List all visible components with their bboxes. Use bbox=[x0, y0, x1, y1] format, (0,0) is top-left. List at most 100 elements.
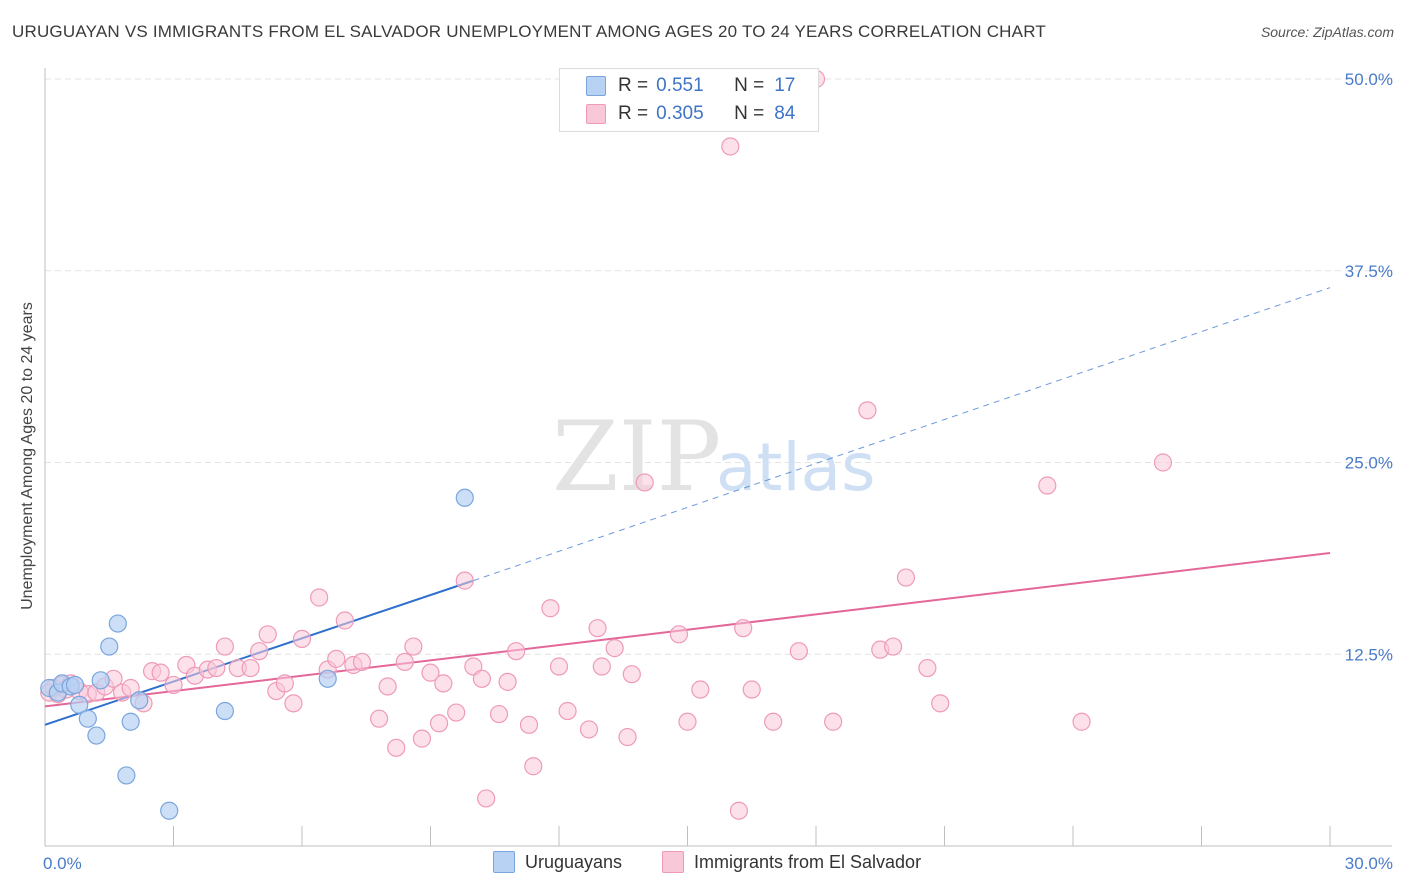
salvador-point bbox=[592, 657, 611, 676]
stats-legend: R = 0.551 N = 17 R = 0.305 N = 84 bbox=[559, 68, 819, 132]
salvador-point bbox=[1072, 712, 1091, 731]
uruguayans-n-value: 17 bbox=[774, 75, 796, 96]
salvador-point bbox=[335, 611, 354, 630]
salvador-point bbox=[395, 652, 414, 672]
uruguayans-point bbox=[160, 801, 179, 820]
gridlines bbox=[45, 78, 1392, 655]
x-tick-labels: 0.0% 30.0% bbox=[43, 854, 1393, 873]
y-tick-label: 50.0% bbox=[1345, 70, 1393, 89]
salvador-r-value: 0.305 bbox=[656, 103, 704, 124]
salvador-point bbox=[1153, 453, 1173, 472]
salvador-point bbox=[605, 639, 624, 658]
salvador-point bbox=[549, 657, 569, 676]
salvador-swatch bbox=[586, 104, 606, 124]
r-label: R = bbox=[618, 75, 649, 96]
salvador-point bbox=[387, 738, 406, 757]
salvador-point bbox=[1038, 476, 1057, 495]
legend-row-uruguayans: R = 0.551 N = 17 bbox=[586, 74, 795, 98]
salvador-point bbox=[579, 720, 599, 739]
salvador-point bbox=[669, 625, 689, 644]
uruguayans-point bbox=[100, 637, 119, 656]
salvador-point bbox=[742, 680, 761, 699]
salvador-point bbox=[734, 619, 753, 638]
uruguayans-point bbox=[121, 712, 140, 731]
salvador-point bbox=[447, 703, 466, 722]
salvador-point bbox=[896, 568, 916, 587]
salvador-point bbox=[721, 137, 740, 156]
salvador-trend-line bbox=[44, 552, 1331, 708]
salvador-point bbox=[519, 715, 539, 734]
salvador-point bbox=[327, 649, 346, 668]
salvador-point bbox=[498, 672, 517, 691]
salvador-point bbox=[284, 694, 303, 713]
salvador-point bbox=[622, 665, 641, 684]
salvador-point bbox=[434, 674, 453, 693]
salvador-point bbox=[858, 401, 877, 420]
salvador-point bbox=[678, 712, 697, 731]
salvador-point bbox=[883, 637, 903, 656]
r-label: R = bbox=[618, 103, 649, 124]
salvador-point bbox=[635, 473, 654, 492]
salvador-point bbox=[121, 678, 140, 698]
salvador-point bbox=[352, 652, 372, 672]
uruguayans-trend-extension bbox=[473, 287, 1331, 582]
salvador-point bbox=[489, 704, 509, 724]
watermark-zip: ZIP bbox=[552, 401, 721, 513]
n-label: N = bbox=[734, 75, 765, 96]
uruguayans-legend-swatch bbox=[493, 851, 515, 873]
salvador-point bbox=[455, 571, 474, 590]
n-label: N = bbox=[734, 103, 765, 124]
series-legend: Uruguayans Immigrants from El Salvador bbox=[0, 851, 1406, 877]
y-tick-label: 25.0% bbox=[1345, 454, 1393, 473]
salvador-legend-swatch bbox=[662, 851, 684, 873]
salvador-point bbox=[472, 669, 491, 688]
data-points bbox=[40, 69, 1173, 820]
salvador-point bbox=[241, 658, 260, 678]
salvador-point bbox=[588, 619, 607, 638]
salvador-n-value: 84 bbox=[774, 103, 796, 124]
uruguayans-point bbox=[65, 675, 85, 695]
uruguayans-point bbox=[70, 695, 89, 714]
salvador-point bbox=[918, 658, 937, 678]
salvador-point bbox=[250, 642, 269, 661]
uruguayans-point bbox=[215, 701, 234, 721]
salvador-point bbox=[524, 757, 543, 776]
salvador-point bbox=[691, 680, 710, 699]
salvador-point bbox=[729, 801, 749, 820]
salvador-point bbox=[429, 714, 449, 733]
salvador-point bbox=[421, 663, 440, 682]
salvador-point bbox=[215, 637, 234, 656]
x-tick-label: 0.0% bbox=[43, 854, 82, 873]
source-label: Source: ZipAtlas.com bbox=[1260, 24, 1394, 40]
uruguayans-point bbox=[117, 766, 136, 785]
salvador-point bbox=[258, 625, 277, 644]
legend-item-salvador[interactable]: Immigrants from El Salvador bbox=[662, 851, 921, 873]
salvador-point bbox=[618, 727, 637, 747]
uruguayans-point bbox=[455, 488, 474, 507]
y-tick-label: 37.5% bbox=[1345, 262, 1393, 281]
chart-title: URUGUAYAN VS IMMIGRANTS FROM EL SALVADOR… bbox=[12, 22, 1046, 41]
uruguayans-point bbox=[91, 671, 110, 690]
uruguayans-swatch bbox=[586, 76, 606, 96]
y-tick-label: 12.5% bbox=[1345, 645, 1393, 664]
salvador-point bbox=[412, 729, 432, 748]
salvador-point bbox=[824, 712, 843, 731]
x-tick-label: 30.0% bbox=[1345, 854, 1393, 873]
salvador-point bbox=[541, 599, 560, 618]
salvador-point bbox=[464, 657, 483, 676]
salvador-point bbox=[558, 701, 577, 721]
salvador-point bbox=[292, 629, 312, 649]
uruguayans-point bbox=[130, 691, 149, 710]
salvador-point bbox=[310, 588, 329, 607]
salvador-point bbox=[275, 674, 294, 693]
salvador-point bbox=[164, 675, 183, 695]
legend-item-uruguayans[interactable]: Uruguayans bbox=[493, 851, 622, 873]
uruguayans-point bbox=[108, 614, 127, 633]
salvador-point bbox=[151, 663, 170, 682]
legend-row-salvador: R = 0.305 N = 84 bbox=[586, 102, 795, 126]
uruguayans-point bbox=[318, 669, 337, 688]
watermark-atlas: atlas bbox=[716, 429, 876, 506]
salvador-point bbox=[207, 658, 226, 678]
uruguayans-legend-label: Uruguayans bbox=[525, 851, 623, 872]
